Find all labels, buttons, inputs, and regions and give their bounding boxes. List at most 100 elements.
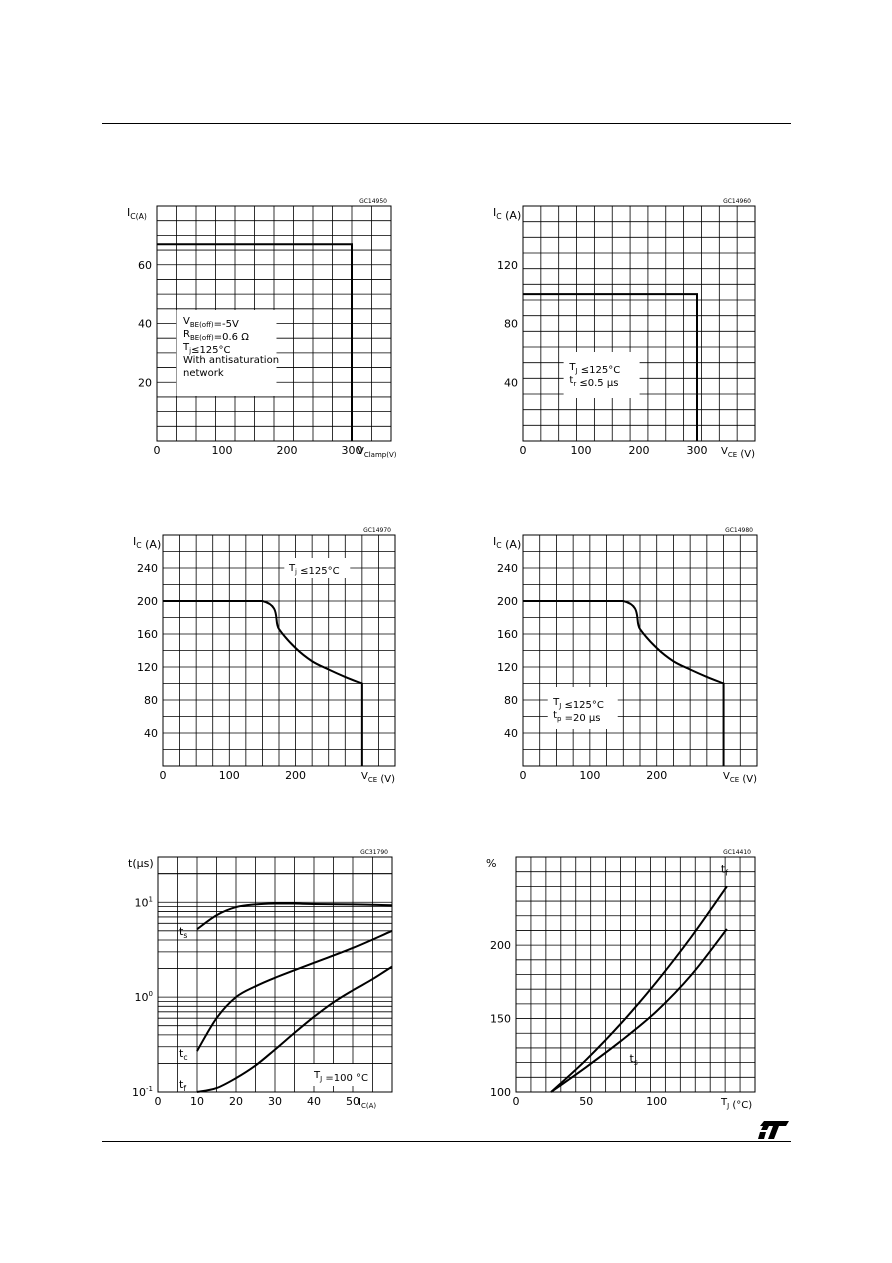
- y-tick-label: 40: [138, 318, 152, 331]
- chart-code: GC14970: [363, 527, 391, 534]
- annotation-line: TJ ≤125°C: [568, 362, 620, 376]
- chart-code: GC14980: [725, 527, 753, 534]
- y-axis-label: %: [486, 857, 496, 870]
- x-tick-label: 200: [629, 444, 650, 457]
- x-tick-label: 300: [342, 444, 363, 457]
- y-tick-label: 160: [497, 628, 518, 641]
- y-tick-label: 120: [497, 259, 518, 272]
- annotation-line: Tj ≤125°C: [288, 563, 340, 577]
- series-line-tf: [550, 885, 728, 1093]
- y-tick-label: 160: [137, 628, 158, 641]
- series-line: [163, 600, 363, 766]
- y-tick-label: 150: [490, 1013, 511, 1026]
- x-tick-label: 50: [579, 1095, 593, 1108]
- x-tick-label: 10: [190, 1095, 204, 1108]
- annotation-backdrop: [547, 687, 618, 729]
- x-tick-label: 0: [155, 1095, 162, 1108]
- x-tick-label: 200: [646, 769, 667, 782]
- x-tick-label: 200: [277, 444, 298, 457]
- annotation-backdrop: [284, 558, 351, 578]
- y-tick-label: 100: [490, 1086, 511, 1099]
- series-label-ts: ts: [630, 1052, 638, 1067]
- plot-frame: [156, 205, 392, 442]
- chart-code: GC14960: [723, 198, 751, 205]
- chart4: GC14980 IC (A) 0 100 200 VCE (V) 40 80 120 160 200…: [493, 527, 758, 785]
- x-axis-label: IC(A): [358, 1097, 376, 1110]
- plot-frame: [522, 205, 756, 442]
- plot-frame: [522, 534, 758, 767]
- annotation-line: VBE(off)=-5V: [183, 316, 239, 330]
- y-axis-label: IC (A): [133, 535, 161, 551]
- series-line-tc: [196, 929, 393, 1052]
- y-tick-label: 80: [504, 318, 518, 331]
- grid: [163, 535, 395, 766]
- series-label-ts: ts: [179, 925, 187, 940]
- x-tick-label: 100: [571, 444, 592, 457]
- annotation-line: With antisaturation: [183, 355, 279, 366]
- series-line: [523, 600, 725, 766]
- x-axis-label: VCE (V): [361, 771, 395, 785]
- x-tick-label: 300: [687, 444, 708, 457]
- y-tick-label: 120: [497, 661, 518, 674]
- y-tick-label: 101: [135, 895, 153, 909]
- plot-frame: [515, 856, 756, 1093]
- y-tick-label: 200: [490, 939, 511, 952]
- y-tick-label: 240: [497, 562, 518, 575]
- y-tick-label: 40: [144, 727, 158, 740]
- chart2: GC14960 IC (A) 0 100 200 300 VCE (V) 40 80 120 TJ …: [493, 198, 756, 460]
- annotation-line: RBE(off)=0.6 Ω: [183, 329, 249, 343]
- y-tick-label: 20: [138, 376, 152, 389]
- x-tick-label: 100: [579, 769, 600, 782]
- grid: [523, 535, 757, 766]
- series-line-ts: [196, 902, 393, 931]
- y-tick-label: 240: [137, 562, 158, 575]
- footer-rule: [102, 1141, 791, 1142]
- series-line: [523, 293, 698, 441]
- y-tick-label: 80: [504, 694, 518, 707]
- x-tick-label: 100: [646, 1095, 667, 1108]
- header-rule: [102, 123, 791, 124]
- x-tick-label: 50: [346, 1095, 360, 1108]
- series-line-ts: [550, 928, 728, 1093]
- annotation-backdrop: [176, 310, 277, 396]
- x-axis-label: VClamp(V): [357, 446, 397, 459]
- x-axis-label: TJ (°C): [720, 1097, 752, 1111]
- series-line-tf: [196, 965, 393, 1093]
- y-axis-label: IC(A): [127, 206, 147, 221]
- y-tick-label: 80: [144, 694, 158, 707]
- series-label-tf: tf: [179, 1078, 186, 1093]
- annotation-line: tr ≤0.5 μs: [569, 375, 618, 389]
- x-tick-label: 0: [160, 769, 167, 782]
- x-tick-label: 30: [268, 1095, 282, 1108]
- series-line: [157, 243, 353, 441]
- plot-frame: [162, 534, 396, 767]
- x-tick-label: 0: [520, 444, 527, 457]
- x-tick-label: 40: [307, 1095, 321, 1108]
- x-tick-label: 0: [520, 769, 527, 782]
- y-tick-label: 40: [504, 727, 518, 740]
- annotation-backdrop: [298, 1064, 369, 1086]
- annotation-line: Tj≤125°C: [182, 342, 231, 356]
- grid: [523, 206, 755, 441]
- y-axis-label: t(μs): [128, 857, 154, 870]
- annotation-line: tp =20 μs: [553, 710, 600, 724]
- chart-code: GC31790: [360, 849, 388, 856]
- y-axis-label: IC (A): [493, 206, 521, 222]
- x-tick-label: 0: [154, 444, 161, 457]
- x-axis-label: VCE (V): [723, 771, 757, 785]
- chart-code: GC14410: [723, 849, 751, 856]
- x-tick-label: 20: [229, 1095, 243, 1108]
- x-tick-label: 100: [219, 769, 240, 782]
- x-tick-label: 200: [285, 769, 306, 782]
- y-tick-label: 40: [504, 376, 518, 389]
- annotation-line: network: [183, 368, 224, 379]
- st-logo: [758, 1121, 789, 1139]
- chart3: GC14970 IC (A) 0 100 200 VCE (V) 40 80 120 160 200…: [133, 527, 396, 785]
- y-tick-label: 60: [138, 259, 152, 272]
- grid: [516, 857, 755, 1092]
- annotation-line: TJ =100 °C: [313, 1070, 368, 1084]
- annotation-line: TJ ≤125°C: [552, 697, 604, 711]
